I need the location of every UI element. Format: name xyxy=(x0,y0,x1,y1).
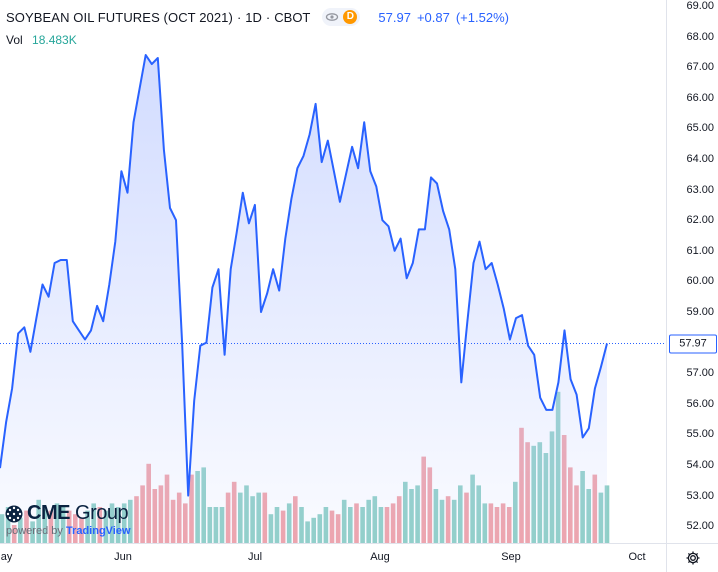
x-tick-label: Jun xyxy=(114,551,132,563)
y-tick-label: 56.00 xyxy=(686,397,714,410)
last-price: 57.97 xyxy=(378,9,411,25)
y-tick-label: 55.00 xyxy=(686,428,714,441)
delayed-data-badge[interactable]: D xyxy=(343,10,358,24)
powered-by-text: powered by xyxy=(6,525,63,537)
y-tick-label: 53.00 xyxy=(686,489,714,502)
time-axis[interactable]: May Jun Jul Aug Sep Oct xyxy=(0,543,666,572)
y-tick-label: 63.00 xyxy=(686,183,714,196)
separator: · xyxy=(236,9,242,25)
price-area-fill xyxy=(0,55,607,543)
price-change: +0.87 xyxy=(416,9,450,25)
y-tick-label: 68.00 xyxy=(686,30,714,43)
x-tick-label: Sep xyxy=(501,551,521,563)
chart-legend-header: SOYBEAN OIL FUTURES (OCT 2021) · 1D · CB… xyxy=(6,8,509,26)
interval-label[interactable]: 1D xyxy=(245,9,262,25)
status-pill[interactable]: D xyxy=(322,8,361,26)
x-tick-label: Oct xyxy=(628,551,646,563)
y-tick-label: 61.00 xyxy=(686,244,714,257)
eye-icon[interactable] xyxy=(325,10,339,24)
price-axis[interactable]: 69.00 68.00 67.00 66.00 65.00 64.00 63.00 62.00… xyxy=(666,0,718,543)
x-tick-label: May xyxy=(0,551,13,563)
y-tick-label: 69.00 xyxy=(686,0,714,12)
y-tick-label: 65.00 xyxy=(686,122,714,135)
y-tick-label: 54.00 xyxy=(686,459,714,471)
y-tick-label: 64.00 xyxy=(686,153,714,165)
x-tick-label: Aug xyxy=(370,551,390,563)
volume-label[interactable]: Vol xyxy=(6,33,23,47)
last-price-axis-label: 57.97 xyxy=(669,334,717,354)
chart-settings-corner[interactable] xyxy=(666,543,718,572)
y-tick-label: 52.00 xyxy=(686,520,714,533)
exchange-label: CBOT xyxy=(274,9,311,25)
volume-value: 18.483K xyxy=(32,33,77,47)
y-tick-label: 62.00 xyxy=(686,214,714,227)
y-tick-label: 66.00 xyxy=(686,91,714,104)
price-line xyxy=(0,54,608,497)
cme-tradingview-logo[interactable]: CME Group powered by TradingView xyxy=(4,502,131,537)
x-tick-label: Jul xyxy=(247,551,263,563)
price-change-percent: (+1.52%) xyxy=(455,9,509,25)
separator: · xyxy=(265,9,271,25)
volume-legend: Vol 18.483K xyxy=(6,33,77,47)
symbol-title[interactable]: SOYBEAN OIL FUTURES (OCT 2021) xyxy=(6,9,233,25)
gear-icon[interactable] xyxy=(685,550,701,566)
y-tick-label: 60.00 xyxy=(686,275,714,288)
y-tick-label: 57.00 xyxy=(686,367,714,380)
cme-globe-icon xyxy=(5,505,23,522)
price-chart xyxy=(0,54,666,543)
y-tick-label: 59.00 xyxy=(686,306,714,318)
cme-group-wordmark: CME Group xyxy=(27,502,129,524)
tradingview-wordmark: TradingView xyxy=(65,525,131,537)
y-tick-label: 67.00 xyxy=(686,61,714,74)
chart-plot-area[interactable]: SOYBEAN OIL FUTURES (OCT 2021) · 1D · CB… xyxy=(0,0,666,543)
